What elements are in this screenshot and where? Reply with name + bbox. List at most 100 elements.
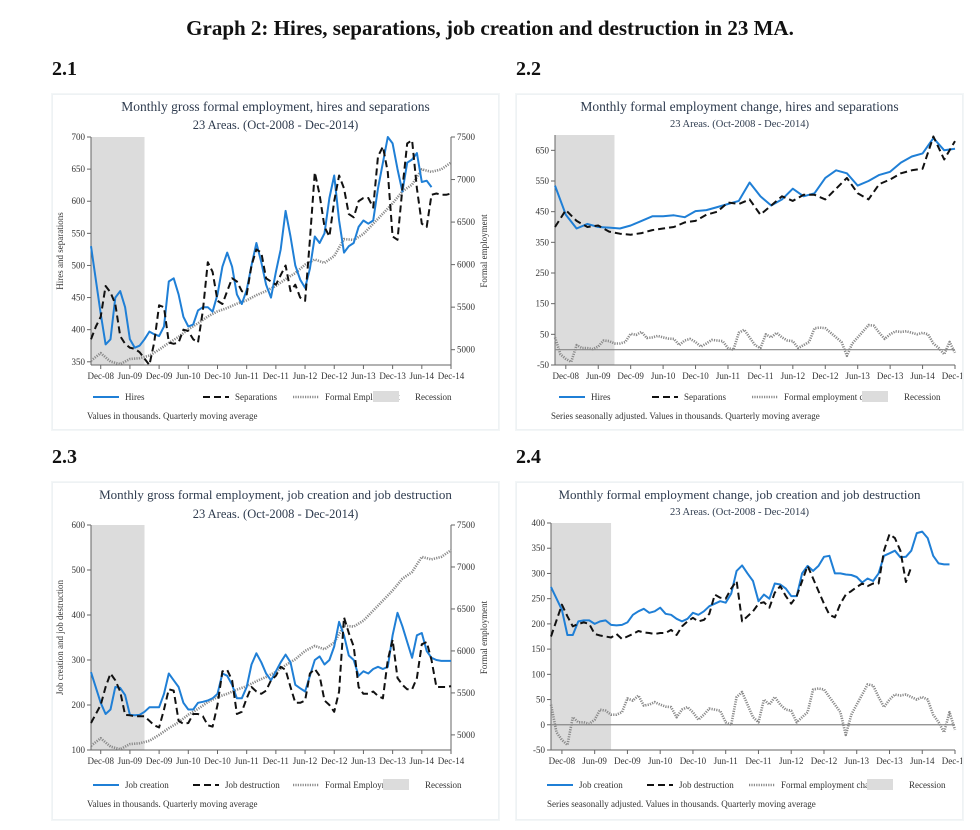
panel-label-2-3: 2.3 — [52, 446, 77, 468]
legend-item-job-creation: Job creation — [93, 780, 169, 790]
y-tick-label: 250 — [536, 268, 550, 278]
x-tick-label: Jun-11 — [714, 756, 738, 766]
x-tick-label: Jun-12 — [293, 371, 318, 381]
chart-subtitle: 23 Areas. (Oct-2008 - Dec-2014) — [670, 119, 810, 130]
y-tick-label: 150 — [536, 299, 550, 309]
legend-item-hires: Hires — [559, 392, 611, 402]
x-tick-label: Dec-12 — [811, 756, 838, 766]
x-tick-label: Dec-09 — [146, 371, 173, 381]
y-tick-label: 300 — [72, 655, 86, 665]
legend-label: Job destruction — [225, 780, 280, 790]
y2-tick-label: 5500 — [457, 302, 476, 312]
x-tick-label: Dec-10 — [204, 756, 231, 766]
y-tick-label: 350 — [536, 237, 550, 247]
legend-label: Hires — [591, 392, 611, 402]
x-tick-label: Dec-12 — [321, 756, 348, 766]
y2-tick-label: 6000 — [457, 646, 476, 656]
legend-item-recession: Recession — [862, 391, 941, 402]
chart-note: Values in thousands. Quarterly moving av… — [87, 799, 257, 809]
legend-label: Job creation — [579, 780, 623, 790]
legend-label: Job creation — [125, 780, 169, 790]
chart-title: Monthly formal employment change, hires … — [580, 99, 898, 114]
y-tick-label: 250 — [532, 594, 546, 604]
y-tick-label: 0 — [541, 720, 546, 730]
y-tick-label: 150 — [532, 644, 546, 654]
x-tick-label: Dec-10 — [204, 371, 231, 381]
legend-label: Formal employment change — [781, 780, 882, 790]
y-tick-label: -50 — [533, 745, 545, 755]
recession-band — [555, 135, 615, 365]
panel-label-2-4: 2.4 — [516, 446, 541, 468]
legend-item-formal-employment-change: Formal employment change — [752, 392, 885, 402]
legend-label: Recession — [425, 780, 462, 790]
chart-subtitle: 23 Areas. (Oct-2008 - Dec-2014) — [193, 507, 359, 521]
y-tick-label: 550 — [72, 228, 86, 238]
y-tick-label: 650 — [72, 164, 86, 174]
y-tick-label: 500 — [72, 565, 86, 575]
recession-band — [91, 137, 145, 365]
y-tick-label: -50 — [537, 360, 549, 370]
y-tick-label: 350 — [72, 357, 86, 367]
series-line-separations — [90, 139, 452, 366]
x-tick-label: Jun-09 — [582, 756, 607, 766]
x-tick-label: Dec-09 — [614, 756, 641, 766]
legend-swatch — [867, 779, 893, 790]
series-line-formal-employment-change — [549, 683, 957, 747]
legend-label: Formal Employment — [325, 780, 400, 790]
series-line-formal-employment — [90, 549, 452, 751]
x-tick-label: Dec-11 — [263, 756, 289, 766]
chart-note: Series seasonally adjusted. Values in th… — [551, 411, 820, 421]
y2-tick-label: 6500 — [457, 217, 476, 227]
chart-subtitle: 23 Areas. (Oct-2008 - Dec-2014) — [193, 118, 359, 132]
y-tick-label: 550 — [536, 176, 550, 186]
legend-label: Recession — [904, 392, 941, 402]
chart-title: Monthly gross formal employment, hires a… — [121, 99, 430, 114]
legend-item-job-destruction: Job destruction — [647, 780, 734, 790]
chart-note: Values in thousands. Quarterly moving av… — [87, 411, 257, 421]
chart-2-4: Monthly formal employment change, job cr… — [532, 487, 963, 809]
y-tick-label: 650 — [536, 145, 550, 155]
x-tick-label: Jun-09 — [586, 371, 611, 381]
legend-item-job-destruction: Job destruction — [193, 780, 280, 790]
x-tick-label: Dec-14 — [438, 371, 465, 381]
x-tick-label: Dec-14 — [438, 756, 465, 766]
x-tick-label: Jun-12 — [781, 371, 806, 381]
x-tick-label: Jun-13 — [351, 756, 376, 766]
y-tick-label: 400 — [72, 325, 86, 335]
y2-tick-label: 7000 — [457, 562, 476, 572]
x-tick-label: Dec-09 — [617, 371, 644, 381]
y2-tick-label: 7000 — [457, 175, 476, 185]
legend-label: Formal Employment — [325, 392, 400, 402]
legend-item-job-creation: Job creation — [547, 780, 623, 790]
x-tick-label: Jun-14 — [910, 371, 935, 381]
y-tick-label: 50 — [540, 329, 550, 339]
legend-label: Separations — [684, 392, 726, 402]
legend-swatch — [383, 779, 409, 790]
y-tick-label: 400 — [72, 610, 86, 620]
x-tick-label: Jun-13 — [844, 756, 869, 766]
y2-tick-label: 5500 — [457, 688, 476, 698]
chart-panel-2-3: Monthly gross formal employment, job cre… — [52, 482, 499, 820]
y-tick-label: 300 — [532, 568, 546, 578]
chart-2-1: Monthly gross formal employment, hires a… — [55, 99, 489, 421]
series-line-job-destruction — [550, 533, 913, 640]
x-tick-label: Jun-13 — [845, 371, 870, 381]
legend-label: Recession — [415, 392, 452, 402]
chart-panel-2-1: Monthly gross formal employment, hires a… — [52, 94, 499, 430]
y2-axis-label: Formal employment — [479, 600, 489, 674]
y-tick-label: 450 — [72, 293, 86, 303]
x-tick-label: Dec-10 — [682, 371, 709, 381]
y-tick-label: 200 — [532, 619, 546, 629]
legend-item-formal-employment-change: Formal employment change — [749, 780, 882, 790]
y2-tick-label: 7500 — [457, 132, 476, 142]
x-tick-label: Dec-11 — [263, 371, 289, 381]
legend-item-recession: Recession — [383, 779, 462, 790]
legend-item-formal-employment: Formal Employment — [293, 780, 400, 790]
y-tick-label: 600 — [72, 520, 86, 530]
y2-tick-label: 6500 — [457, 604, 476, 614]
x-tick-label: Dec-08 — [553, 371, 580, 381]
legend-item-formal-employment: Formal Employment — [293, 392, 400, 402]
x-tick-label: Dec-14 — [942, 371, 962, 381]
x-tick-label: Dec-09 — [146, 756, 173, 766]
x-tick-label: Dec-08 — [549, 756, 576, 766]
